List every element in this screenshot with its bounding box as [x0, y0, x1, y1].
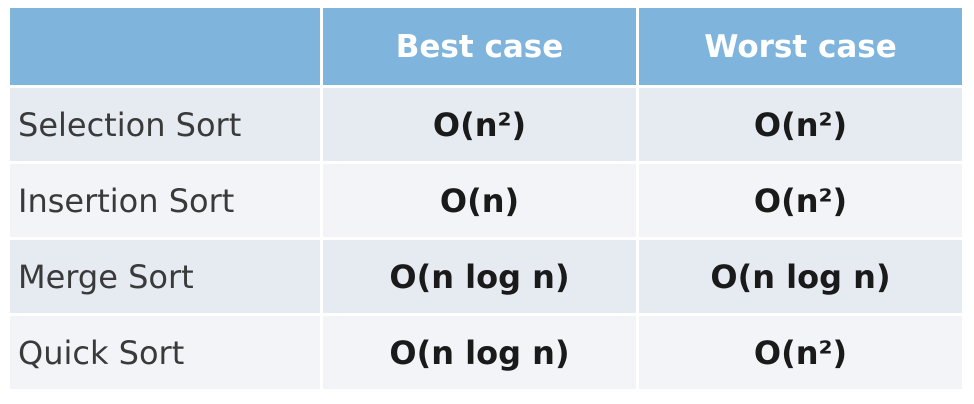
- best-case-value: O(n log n): [323, 240, 639, 316]
- algorithm-name: Quick Sort: [10, 316, 323, 392]
- best-case-value: O(n): [323, 164, 639, 240]
- header-row: Best case Worst case: [10, 8, 962, 88]
- table-row: Merge Sort O(n log n) O(n log n): [10, 240, 962, 316]
- header-algorithm: [10, 8, 323, 88]
- table-row: Selection Sort O(n²) O(n²): [10, 88, 962, 164]
- worst-case-value: O(n²): [639, 164, 962, 240]
- header-worst-case: Worst case: [639, 8, 962, 88]
- best-case-value: O(n log n): [323, 316, 639, 392]
- worst-case-value: O(n²): [639, 88, 962, 164]
- algorithm-name: Selection Sort: [10, 88, 323, 164]
- sort-complexity-table: Best case Worst case Selection Sort O(n²…: [10, 8, 962, 392]
- worst-case-value: O(n²): [639, 316, 962, 392]
- table-row: Insertion Sort O(n) O(n²): [10, 164, 962, 240]
- table-row: Quick Sort O(n log n) O(n²): [10, 316, 962, 392]
- algorithm-name: Insertion Sort: [10, 164, 323, 240]
- algorithm-name: Merge Sort: [10, 240, 323, 316]
- best-case-value: O(n²): [323, 88, 639, 164]
- worst-case-value: O(n log n): [639, 240, 962, 316]
- header-best-case: Best case: [323, 8, 639, 88]
